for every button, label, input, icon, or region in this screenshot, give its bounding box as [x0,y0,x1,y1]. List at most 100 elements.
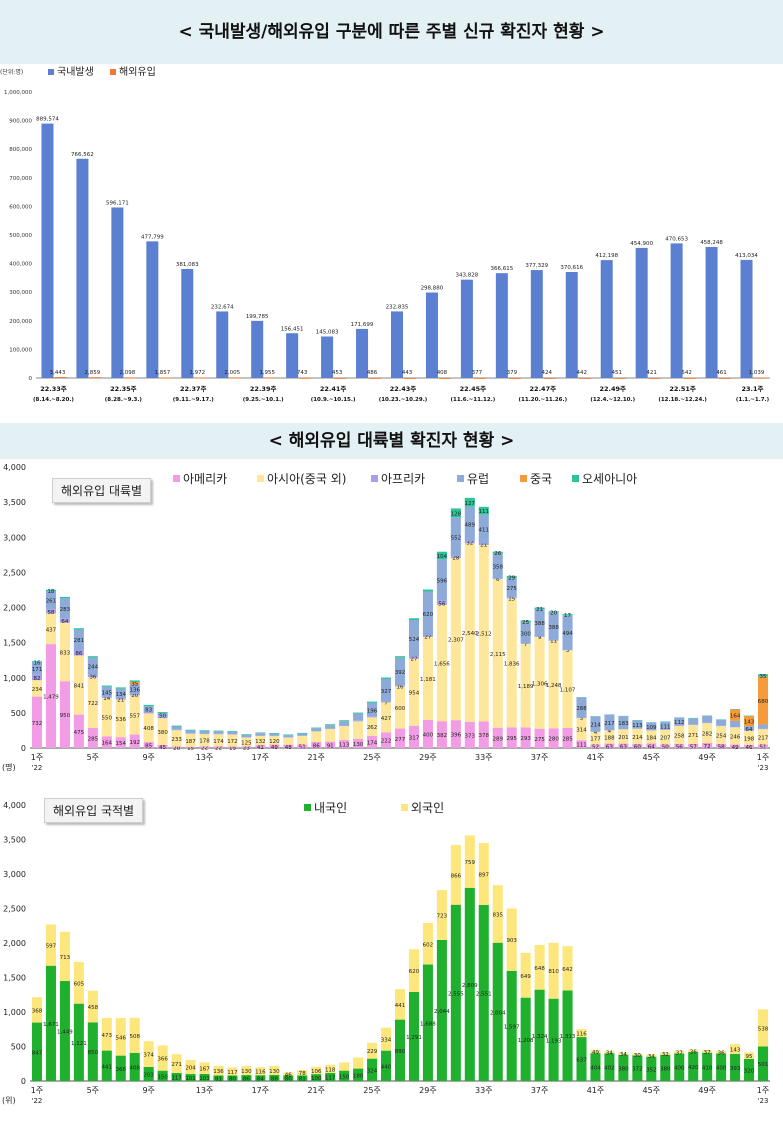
weekly-x-label: 22.39주 [250,385,277,393]
stacked-segment [199,733,210,747]
segment-label: 620 [423,612,434,618]
stacked-segment [73,629,84,650]
weekly-domestic-label: 470,653 [665,236,688,242]
segment-label: 324 [367,1068,378,1074]
x-label: 29주 [419,753,437,762]
segment-label: 57 [690,744,697,750]
stacked-segment [115,698,126,700]
segment-label: 128 [451,511,462,517]
legend-label: 중국 [530,472,552,486]
stacked-segment [576,718,587,741]
segment-label: 6 [496,577,500,583]
segment-label: 204 [185,1065,196,1071]
stacked-segment [757,676,769,725]
stacked-segment [185,1059,196,1075]
legend-swatch [401,804,408,811]
stacked-segment [283,1072,294,1076]
segment-label: 2,512 [476,632,492,638]
weekly-imported-bar [718,377,731,379]
stacked-segment [520,727,531,748]
weekly-x-range: (8.14.~8.20.) [33,397,74,403]
weekly-imported-bar [194,377,207,379]
stacked-segment [576,697,587,718]
stacked-segment [730,720,741,727]
segment-label: 295 [506,736,517,742]
segment-label: 118 [325,1067,336,1073]
stacked-segment [730,1053,741,1081]
segment-label: 246 [730,734,741,740]
segment-label: 1,208 [518,1038,534,1044]
segment-label: 150 [339,1074,350,1080]
segment-label: 411 [479,528,490,534]
stacked-segment [534,728,545,748]
weekly-domestic-label: 889,574 [36,117,59,123]
stacked-segment [283,735,294,738]
weekly-domestic-label: 145,083 [316,330,339,336]
segment-label: 254 [716,734,727,740]
stacked-segment [674,717,685,726]
stacked-segment [408,725,419,748]
weekly-x-range: (9.25.~10.1.) [243,397,284,403]
stacked-segment [157,744,168,748]
segment-label: 84 [257,1077,264,1083]
weekly-domestic-label: 381,083 [176,262,199,268]
stacked-segment [199,1062,210,1074]
stacked-segment [506,597,517,599]
segment-label: 178 [199,739,210,745]
stacked-segment [688,718,699,725]
segment-label: 116 [576,1032,587,1038]
stacked-segment [688,1052,699,1081]
weekly-domestic-label: 199,785 [246,314,269,320]
stacked-segment [213,746,224,748]
stacked-segment [213,1075,224,1081]
segment-label: 132 [255,739,266,745]
stacked-segment [716,726,727,744]
legend-label: 국내발생 [57,66,94,78]
x-label: 41주 [587,1086,605,1095]
weekly-y-tick: 500,000 [9,233,32,239]
segment-label: 835 [492,912,503,918]
stacked-segment [408,991,419,1081]
segment-label: 2,044 [434,1009,450,1015]
y-tick: 1,500 [3,639,26,648]
x-label: 17주 [252,753,270,762]
x-label: 1주 [757,1086,769,1095]
stacked-segment [548,612,559,640]
stacked-segment [255,732,266,734]
stacked-segment [73,714,84,748]
stacked-segment [227,1067,238,1076]
weekly-imported-bar [89,377,102,379]
segment-label: 177 [590,737,601,743]
stacked-segment [436,721,447,748]
x-label: 9주 [142,1086,154,1095]
segment-label: 723 [437,914,448,920]
stacked-segment [325,1064,336,1073]
x-label: 1주 [31,753,43,762]
segment-label: 201 [618,735,629,741]
x-sub-label: '23 [758,1097,769,1105]
stacked-segment [408,656,419,659]
stacked-segment [478,514,489,544]
stacked-segment [255,733,266,736]
segment-label: 1,248 [546,683,562,689]
stacked-segment [367,717,378,736]
segment-label: 101 [185,1076,196,1082]
stacked-segment [297,1075,308,1081]
stacked-segment [450,904,461,1081]
segment-label: 841 [74,684,85,690]
stacked-segment [381,1050,392,1081]
stacked-segment [506,577,517,598]
stacked-segment [422,591,433,636]
stacked-segment [283,737,294,745]
segment-label: 473 [102,1033,113,1039]
segment-label: 20 [173,746,180,752]
stacked-segment [757,674,769,677]
segment-label: 86 [243,1077,250,1083]
segment-label: 117 [227,1070,238,1076]
stacked-segment [227,731,238,735]
stacked-segment [311,731,322,742]
weekly-x-label: 22.37주 [180,385,207,393]
stacked-segment [576,1037,587,1081]
stacked-segment [381,702,392,733]
stacked-segment [115,688,126,699]
